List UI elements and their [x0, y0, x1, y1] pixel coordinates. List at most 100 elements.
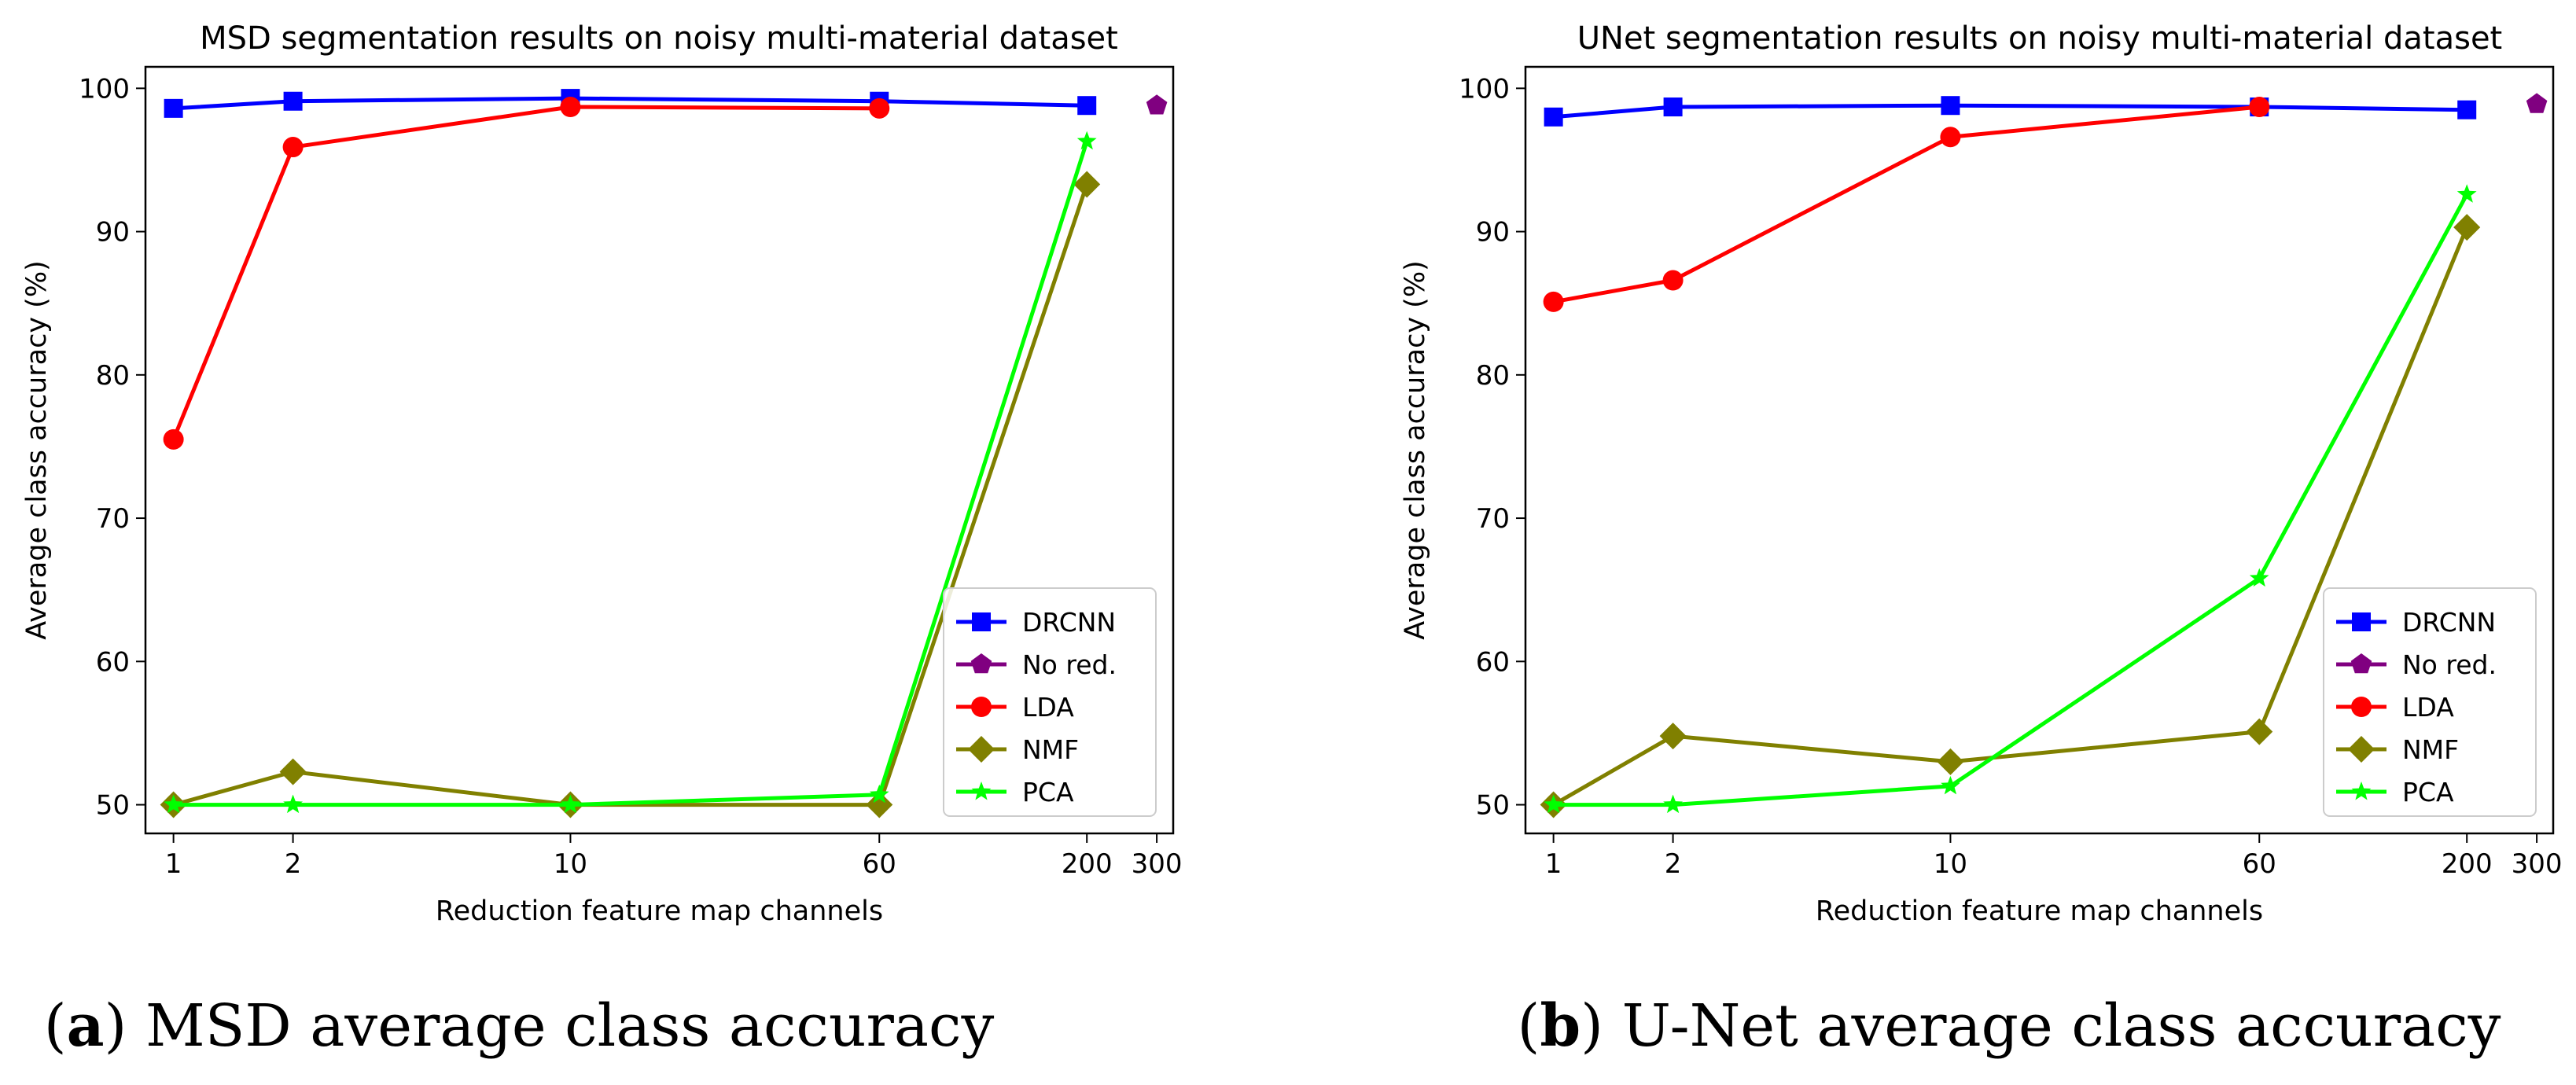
x-tick-label: 60 [863, 848, 896, 880]
legend-swatch-marker [972, 612, 991, 631]
x-tick-label: 300 [2512, 848, 2563, 880]
data-point [1076, 131, 1097, 150]
data-point [283, 794, 303, 814]
data-point [1663, 97, 1683, 117]
series-lda [1543, 97, 2270, 312]
x-tick-label: 60 [2243, 848, 2276, 880]
x-tick-label: 200 [2442, 848, 2493, 880]
legend-swatch-marker [2348, 736, 2375, 763]
chart-panel-msd: MSD segmentation results on noisy multi-… [21, 20, 1183, 927]
caption-a: (a) MSD average class accuracy [44, 992, 995, 1060]
data-point [1543, 291, 1564, 312]
data-point [1077, 96, 1097, 116]
legend-item: PCA [2336, 777, 2454, 807]
series-line [1553, 105, 2260, 304]
data-point [869, 97, 890, 119]
legend-label: No red. [1022, 649, 1117, 680]
series-no-red [2526, 93, 2548, 113]
data-point [2246, 718, 2273, 745]
chart-title: MSD segmentation results on noisy multi-… [200, 20, 1118, 57]
legend-swatch-marker [971, 782, 992, 800]
caption-a-letter: a [67, 992, 105, 1060]
legend-box [943, 587, 1157, 817]
y-tick-label: 80 [1476, 360, 1510, 392]
data-point [869, 784, 889, 804]
legend-swatch-marker [971, 697, 992, 717]
y-tick-label: 100 [1459, 73, 1510, 105]
caption-a-text: MSD average class accuracy [145, 992, 995, 1060]
y-tick-label: 80 [96, 360, 130, 392]
y-tick-label: 90 [1476, 217, 1510, 248]
legend-swatch-marker [2351, 782, 2372, 800]
x-tick-label: 2 [285, 848, 302, 880]
legend-label: NMF [2402, 734, 2459, 765]
x-tick-label: 300 [1132, 848, 1183, 880]
caption-b: (b) U-Net average class accuracy [1518, 992, 2501, 1060]
legend-swatch-marker [970, 653, 992, 674]
y-tick-label: 60 [1476, 646, 1510, 678]
legend-label: PCA [1022, 777, 1074, 807]
plot-frame [144, 65, 1175, 835]
series-pca [1544, 184, 2477, 814]
series-nmf [1540, 214, 2481, 818]
legend-item: PCA [956, 777, 1074, 807]
y-tick-label: 90 [96, 217, 130, 248]
x-tick-label: 2 [1665, 848, 1682, 880]
chart-title: UNet segmentation results on noisy multi… [1577, 20, 2502, 57]
y-tick-label: 70 [96, 503, 130, 535]
data-point [560, 97, 581, 118]
caption-b-letter: b [1540, 992, 1581, 1060]
chart-panel-unet: UNet segmentation results on noisy multi… [1400, 20, 2563, 927]
data-point [2526, 93, 2548, 113]
data-point [1073, 171, 1101, 198]
legend-label: No red. [2402, 649, 2497, 680]
legend-label: LDA [1022, 692, 1074, 723]
y-tick-label: 100 [79, 73, 130, 105]
x-tick-label: 1 [1545, 848, 1562, 880]
series-no-red [1146, 94, 1168, 115]
legend-item: LDA [956, 692, 1074, 723]
data-point [561, 794, 580, 814]
x-tick-label: 200 [1062, 848, 1113, 880]
legend-swatch-marker [2350, 653, 2372, 674]
legend-label: PCA [2402, 777, 2454, 807]
series-pca [164, 131, 1097, 814]
y-tick-label: 70 [1476, 503, 1510, 535]
data-point [2249, 97, 2270, 118]
data-point [1941, 96, 1960, 116]
legend-label: NMF [1022, 734, 1079, 765]
plot-frame [1524, 65, 2555, 835]
legend-item: NMF [956, 734, 1079, 765]
series-line [171, 105, 880, 440]
legend-box [2323, 587, 2537, 817]
data-point [866, 791, 893, 818]
legend: DRCNN No red. LDA NMF PCA [2323, 587, 2537, 817]
data-point [1544, 107, 1563, 127]
x-tick-label: 10 [1934, 848, 1967, 880]
x-axis-label: Reduction feature map channels [436, 896, 883, 927]
data-point [1663, 794, 1683, 814]
data-point [1940, 127, 1961, 148]
legend-label: DRCNN [2402, 607, 2496, 638]
series-line [1553, 103, 2467, 120]
data-point [164, 98, 183, 118]
legend: DRCNN No red. LDA NMF PCA [943, 587, 1157, 817]
legend-label: LDA [2402, 692, 2454, 723]
data-point [2453, 214, 2481, 241]
legend-item: DRCNN [956, 607, 1116, 638]
legend-item: No red. [956, 649, 1117, 680]
y-tick-label: 50 [96, 790, 130, 822]
data-point [1941, 775, 1960, 795]
y-tick-label: 60 [96, 646, 130, 678]
y-tick-label: 50 [1476, 790, 1510, 822]
data-point [279, 758, 307, 785]
legend-item: DRCNN [2336, 607, 2496, 638]
y-axis-label: Average class accuracy (%) [1400, 260, 1431, 639]
data-point [1937, 748, 1964, 775]
series-drcnn [1544, 96, 2477, 127]
data-point [2457, 100, 2477, 120]
legend-swatch-marker [2351, 697, 2372, 717]
x-tick-label: 10 [554, 848, 587, 880]
data-point [2249, 568, 2269, 587]
